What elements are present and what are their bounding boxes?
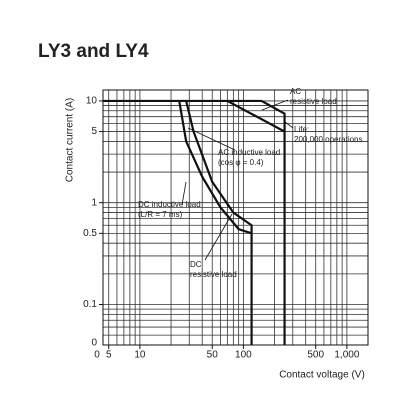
chart-title: LY3 and LY4 (38, 41, 149, 62)
curve (178, 100, 252, 235)
x-tick-label: 500 (307, 350, 324, 361)
y-tick-label: 0.5 (83, 228, 97, 239)
curve (185, 100, 253, 345)
curve (103, 99, 286, 345)
x-tick-label: 10 (134, 350, 146, 361)
x-tick-label: 1,000 (334, 350, 359, 361)
leader-line (204, 213, 233, 261)
x-tick-label: 50 (207, 350, 219, 361)
y-tick-label: 1 (91, 197, 97, 208)
y-axis-label: Contact current (A) (65, 98, 76, 182)
legend-label: (L/R = 7 ms) (138, 210, 183, 219)
legend-label: AC inductive load (218, 148, 280, 157)
curve (226, 99, 286, 133)
x-tick-label: 100 (235, 350, 252, 361)
leader-line (284, 121, 294, 129)
plot-frame (102, 89, 369, 346)
x-axis-label: Contact voltage (V) (279, 370, 365, 381)
leader-line (181, 181, 187, 206)
legend-label: resistive load (290, 97, 337, 106)
legend-label: DC inductive load (138, 200, 201, 209)
x-origin-label: 0 (94, 350, 100, 361)
legend-label: DC (190, 260, 202, 269)
legend-label: (cos φ = 0.4) (218, 158, 264, 167)
annotation: Life: (294, 125, 309, 134)
y-origin-label: 0 (91, 338, 97, 349)
y-tick-label: 0.1 (83, 299, 97, 310)
leader-line (187, 127, 236, 151)
leader-line (261, 99, 289, 111)
annotation: 200,000 operations (294, 135, 363, 144)
legend-label: AC (290, 87, 301, 96)
legend-label: resistive load (190, 270, 237, 279)
x-tick-label: 5 (106, 350, 112, 361)
y-tick-label: 5 (91, 126, 97, 137)
y-tick-label: 10 (86, 96, 98, 107)
